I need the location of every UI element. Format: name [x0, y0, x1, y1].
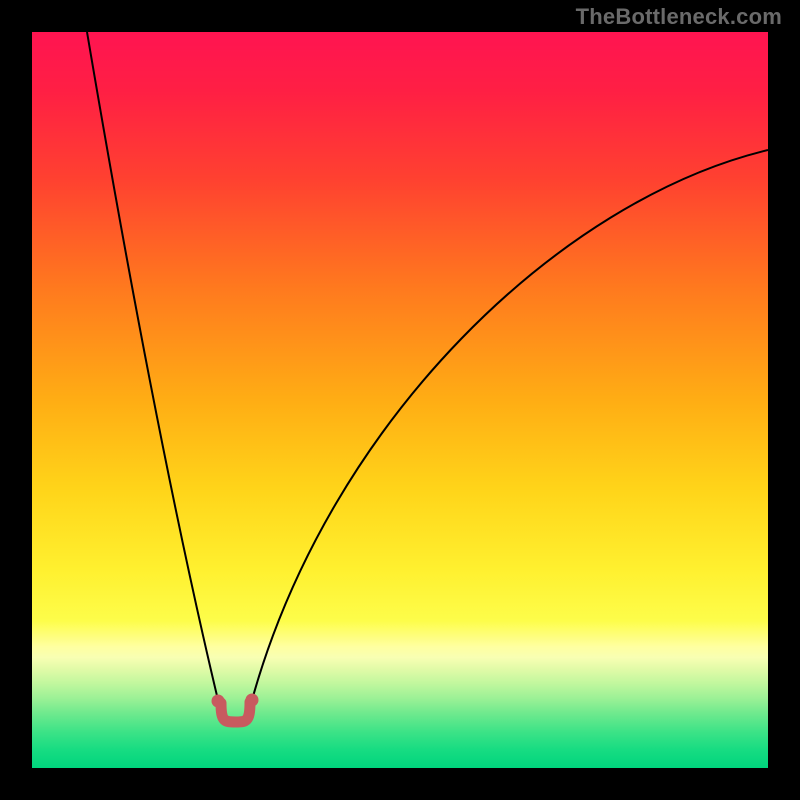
chart-frame: TheBottleneck.com	[0, 0, 800, 800]
watermark-text: TheBottleneck.com	[576, 4, 782, 30]
chart-svg	[0, 0, 800, 800]
